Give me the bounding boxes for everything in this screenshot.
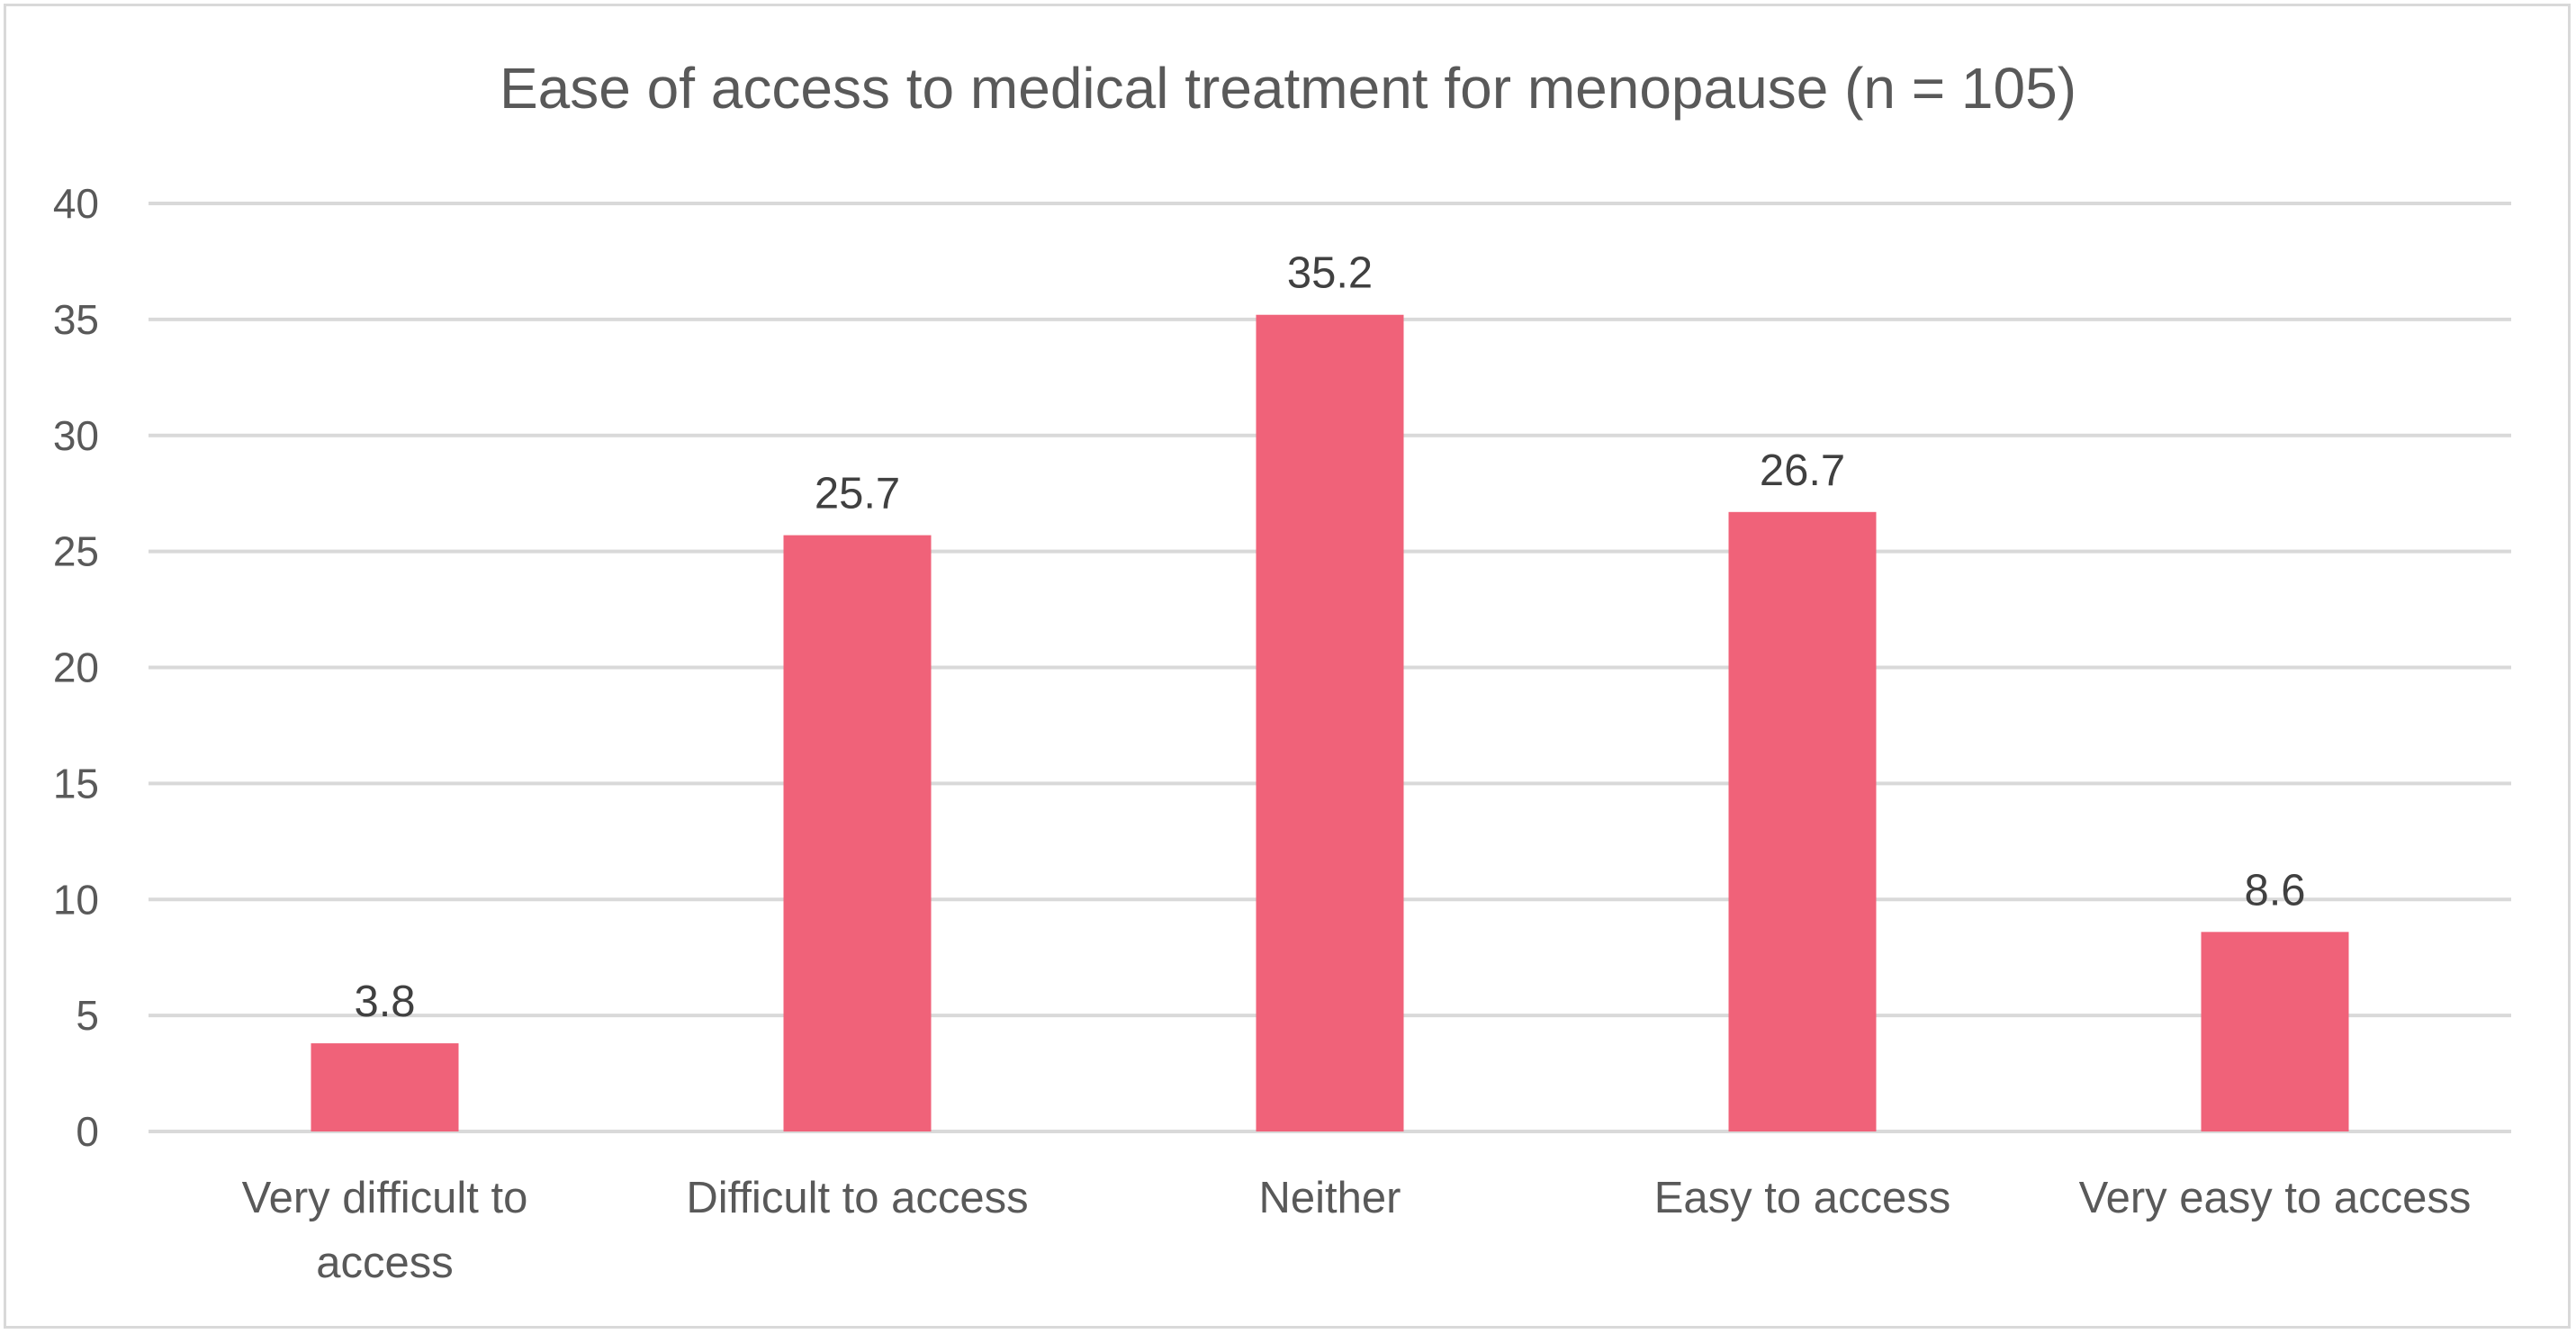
data-label: 26.7 [1760,446,1845,495]
y-tick-label: 40 [53,180,99,227]
data-label: 35.2 [1287,249,1373,298]
data-label: 3.8 [354,978,415,1026]
y-axis-ticks: 0 5 10 15 20 25 30 35 40 [53,180,99,1155]
x-tick-label: access [316,1239,454,1287]
bar [1728,511,1877,1131]
bar [1256,314,1404,1132]
bar [2201,932,2349,1131]
bar [311,1043,459,1131]
data-label: 8.6 [2244,866,2305,915]
y-tick-label: 30 [53,412,99,459]
x-tick-label: Easy to access [1654,1174,1951,1222]
y-tick-label: 15 [53,760,99,807]
y-tick-label: 10 [53,876,99,923]
x-tick-label: Difficult to access [686,1174,1028,1222]
x-tick-label: Very difficult to [242,1174,528,1222]
y-tick-label: 35 [53,296,99,343]
x-tick-label: Neither [1259,1174,1401,1222]
y-tick-label: 20 [53,644,99,691]
y-tick-label: 0 [76,1108,99,1155]
bars [311,314,2349,1132]
y-tick-label: 25 [53,528,99,575]
x-axis-ticks: Very difficult to access Difficult to acce… [242,1174,2472,1287]
bar [783,535,932,1131]
data-labels: 3.8 25.7 35.2 26.7 8.6 [354,249,2305,1026]
x-tick-label: Very easy to access [2079,1174,2472,1222]
chart-title: Ease of access to medical treatment for … [500,56,2076,121]
data-label: 25.7 [815,470,900,518]
y-tick-label: 5 [76,992,99,1039]
